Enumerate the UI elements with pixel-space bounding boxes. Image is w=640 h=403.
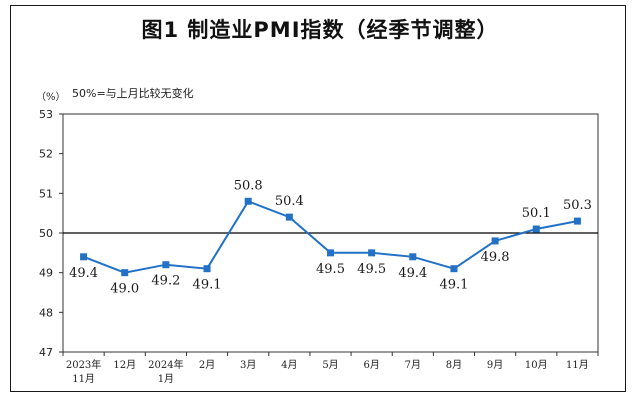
- data-label: 49.1: [193, 278, 222, 293]
- data-point-marker: [450, 265, 458, 273]
- y-tick-label: 49: [39, 267, 53, 280]
- y-tick-label: 51: [39, 187, 53, 200]
- data-point-marker: [244, 197, 252, 205]
- data-label: 49.1: [439, 278, 468, 293]
- x-tick-label: 1月: [158, 373, 174, 385]
- y-tick-label: 50: [39, 227, 53, 240]
- x-tick-label: 9月: [487, 359, 503, 371]
- y-tick-label: 47: [39, 346, 53, 359]
- x-tick-label: 8月: [446, 359, 462, 371]
- y-axis-unit: （%）: [36, 92, 66, 103]
- x-tick-label: 2月: [199, 359, 215, 371]
- x-tick-label: 5月: [322, 359, 338, 371]
- data-point-marker: [532, 225, 540, 233]
- x-tick-label: 7月: [405, 359, 421, 371]
- x-tick-label: 11月: [566, 359, 589, 371]
- data-point-marker: [162, 261, 170, 269]
- data-label: 50.4: [275, 194, 304, 209]
- data-label: 50.3: [563, 198, 592, 213]
- data-point-marker: [491, 237, 499, 245]
- x-tick-label: 6月: [363, 359, 379, 371]
- x-tick-label: 2024年: [148, 358, 183, 371]
- y-tick-label: 48: [39, 306, 53, 319]
- x-tick-label: 12月: [113, 359, 136, 371]
- data-label: 49.5: [357, 262, 386, 277]
- data-point-marker: [409, 253, 417, 261]
- data-point-marker: [368, 249, 376, 257]
- data-point-marker: [573, 217, 581, 225]
- y-tick-label: 53: [39, 108, 53, 121]
- data-point-marker: [121, 269, 129, 277]
- data-label: 49.0: [110, 282, 139, 297]
- data-point-marker: [203, 265, 211, 273]
- data-label: 50.1: [522, 206, 551, 221]
- data-point-marker: [80, 253, 88, 261]
- data-label: 49.4: [69, 266, 98, 281]
- data-label: 49.2: [151, 274, 180, 289]
- data-point-marker: [327, 249, 334, 257]
- data-label: 50.8: [234, 178, 263, 193]
- chart-frame: [10, 5, 626, 392]
- data-label: 49.5: [316, 262, 345, 277]
- x-tick-label: 2023年: [66, 358, 101, 371]
- data-label: 49.8: [481, 250, 510, 265]
- data-label: 49.4: [398, 266, 427, 281]
- chart-title: 图1 制造业PMI指数（经季节调整）: [141, 18, 499, 42]
- reference-note: 50%=与上月比较无变化: [72, 87, 194, 100]
- x-tick-label: 3月: [240, 359, 256, 371]
- y-tick-label: 52: [39, 148, 53, 161]
- x-tick-label: 11月: [72, 373, 95, 385]
- x-tick-label: 4月: [281, 359, 297, 371]
- x-tick-label: 10月: [525, 359, 548, 371]
- data-point-marker: [285, 213, 293, 221]
